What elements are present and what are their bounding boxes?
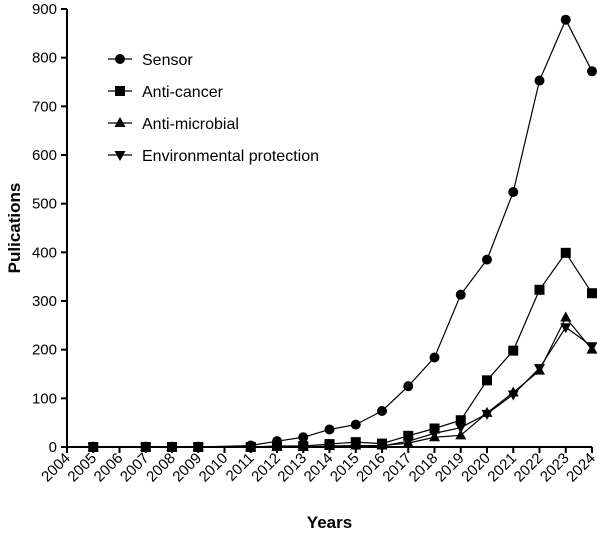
- series-line: [93, 326, 593, 448]
- data-point: [429, 429, 440, 440]
- data-point: [586, 342, 597, 353]
- x-tick-label: 2024: [563, 450, 597, 486]
- legend-marker: [114, 117, 126, 127]
- data-point: [245, 443, 257, 453]
- data-point: [298, 432, 309, 443]
- data-point: [482, 375, 492, 386]
- data-point: [560, 323, 572, 334]
- x-tick-label: 2010: [196, 450, 232, 486]
- data-point: [297, 443, 309, 453]
- y-tick-label: 700: [32, 98, 57, 115]
- axes: 0 100 200 300 400 500 600 700 800 900 200420052006…: [32, 1, 597, 485]
- x-tick-label: 2008: [143, 450, 179, 486]
- y-axis-title: Pulications: [5, 183, 24, 274]
- x-tick-label: 2022: [511, 450, 547, 486]
- legend: Sensor Anti-cancer Anti-microbial Environme…: [108, 52, 319, 165]
- x-tick-label: 2011: [223, 450, 258, 485]
- data-point: [455, 429, 467, 440]
- data-point: [455, 423, 467, 434]
- y-tick-label: 800: [32, 50, 57, 67]
- y-tick-label: 100: [32, 390, 57, 407]
- legend-label: Anti-microbial: [142, 116, 239, 133]
- x-tick-label: 2018: [406, 450, 442, 486]
- y-tick-label: 0: [49, 439, 57, 456]
- x-tick-label: 2005: [64, 450, 100, 486]
- data-point: [560, 247, 571, 258]
- x-tick-label: 2014: [301, 450, 337, 486]
- legend-label: Anti-cancer: [142, 84, 224, 101]
- data-point: [455, 415, 466, 426]
- series-anti-cancer: [88, 247, 597, 452]
- data-point: [140, 443, 152, 453]
- x-tick-label: 2015: [327, 450, 363, 486]
- x-tick-label: 2020: [458, 450, 494, 486]
- legend-marker: [114, 151, 126, 161]
- data-point: [403, 381, 414, 392]
- legend-marker: [115, 86, 125, 96]
- legend-item: Anti-cancer: [108, 84, 224, 101]
- data-point: [455, 289, 466, 300]
- legend-item: Anti-microbial: [108, 116, 239, 133]
- x-tick-label: 2006: [91, 450, 127, 486]
- x-tick-label: 2023: [537, 450, 573, 486]
- data-point: [271, 443, 283, 453]
- legend-marker: [115, 54, 125, 64]
- data-point: [534, 284, 545, 295]
- data-point: [350, 419, 361, 430]
- data-point: [429, 423, 440, 434]
- series-layer: [87, 14, 597, 453]
- data-point: [192, 443, 204, 453]
- data-point: [534, 364, 545, 375]
- series-environmental-protection: [87, 323, 597, 453]
- data-point: [560, 311, 572, 322]
- data-point: [587, 66, 597, 77]
- data-point: [534, 75, 545, 86]
- data-point: [324, 442, 335, 453]
- data-point: [402, 437, 414, 448]
- x-tick-label: 2019: [432, 450, 468, 486]
- data-point: [587, 288, 597, 299]
- data-point: [376, 442, 388, 453]
- data-point: [481, 409, 493, 420]
- legend-item: Sensor: [108, 52, 193, 69]
- data-point: [166, 443, 178, 453]
- data-point: [377, 405, 387, 416]
- data-point: [350, 442, 362, 453]
- x-tick-label: 2012: [248, 450, 284, 486]
- y-tick-label: 200: [32, 342, 57, 359]
- x-tick-label: 2007: [117, 450, 153, 486]
- y-tick-label: 300: [32, 293, 57, 310]
- data-point: [403, 430, 414, 441]
- legend-item: Environmental protection: [108, 148, 319, 165]
- data-point: [508, 186, 519, 197]
- x-tick-label: 2013: [274, 450, 310, 486]
- x-tick-label: 2009: [169, 450, 205, 486]
- data-point: [560, 14, 571, 25]
- data-point: [508, 345, 519, 356]
- x-tick-label: 2004: [38, 450, 74, 486]
- y-tick-label: 900: [32, 1, 57, 18]
- x-tick-label: 2017: [379, 450, 415, 486]
- data-point: [507, 390, 519, 401]
- x-axis-title: Years: [307, 513, 352, 532]
- x-tick-label: 2021: [484, 450, 520, 486]
- y-tick-label: 600: [32, 147, 57, 164]
- data-point: [87, 443, 99, 453]
- data-point: [324, 424, 335, 435]
- legend-label: Environmental protection: [142, 148, 319, 165]
- data-point: [482, 254, 492, 265]
- data-point: [429, 352, 440, 363]
- y-tick-label: 400: [32, 244, 57, 261]
- x-tick-label: 2016: [353, 450, 389, 486]
- y-tick-label: 500: [32, 196, 57, 213]
- legend-label: Sensor: [142, 52, 193, 69]
